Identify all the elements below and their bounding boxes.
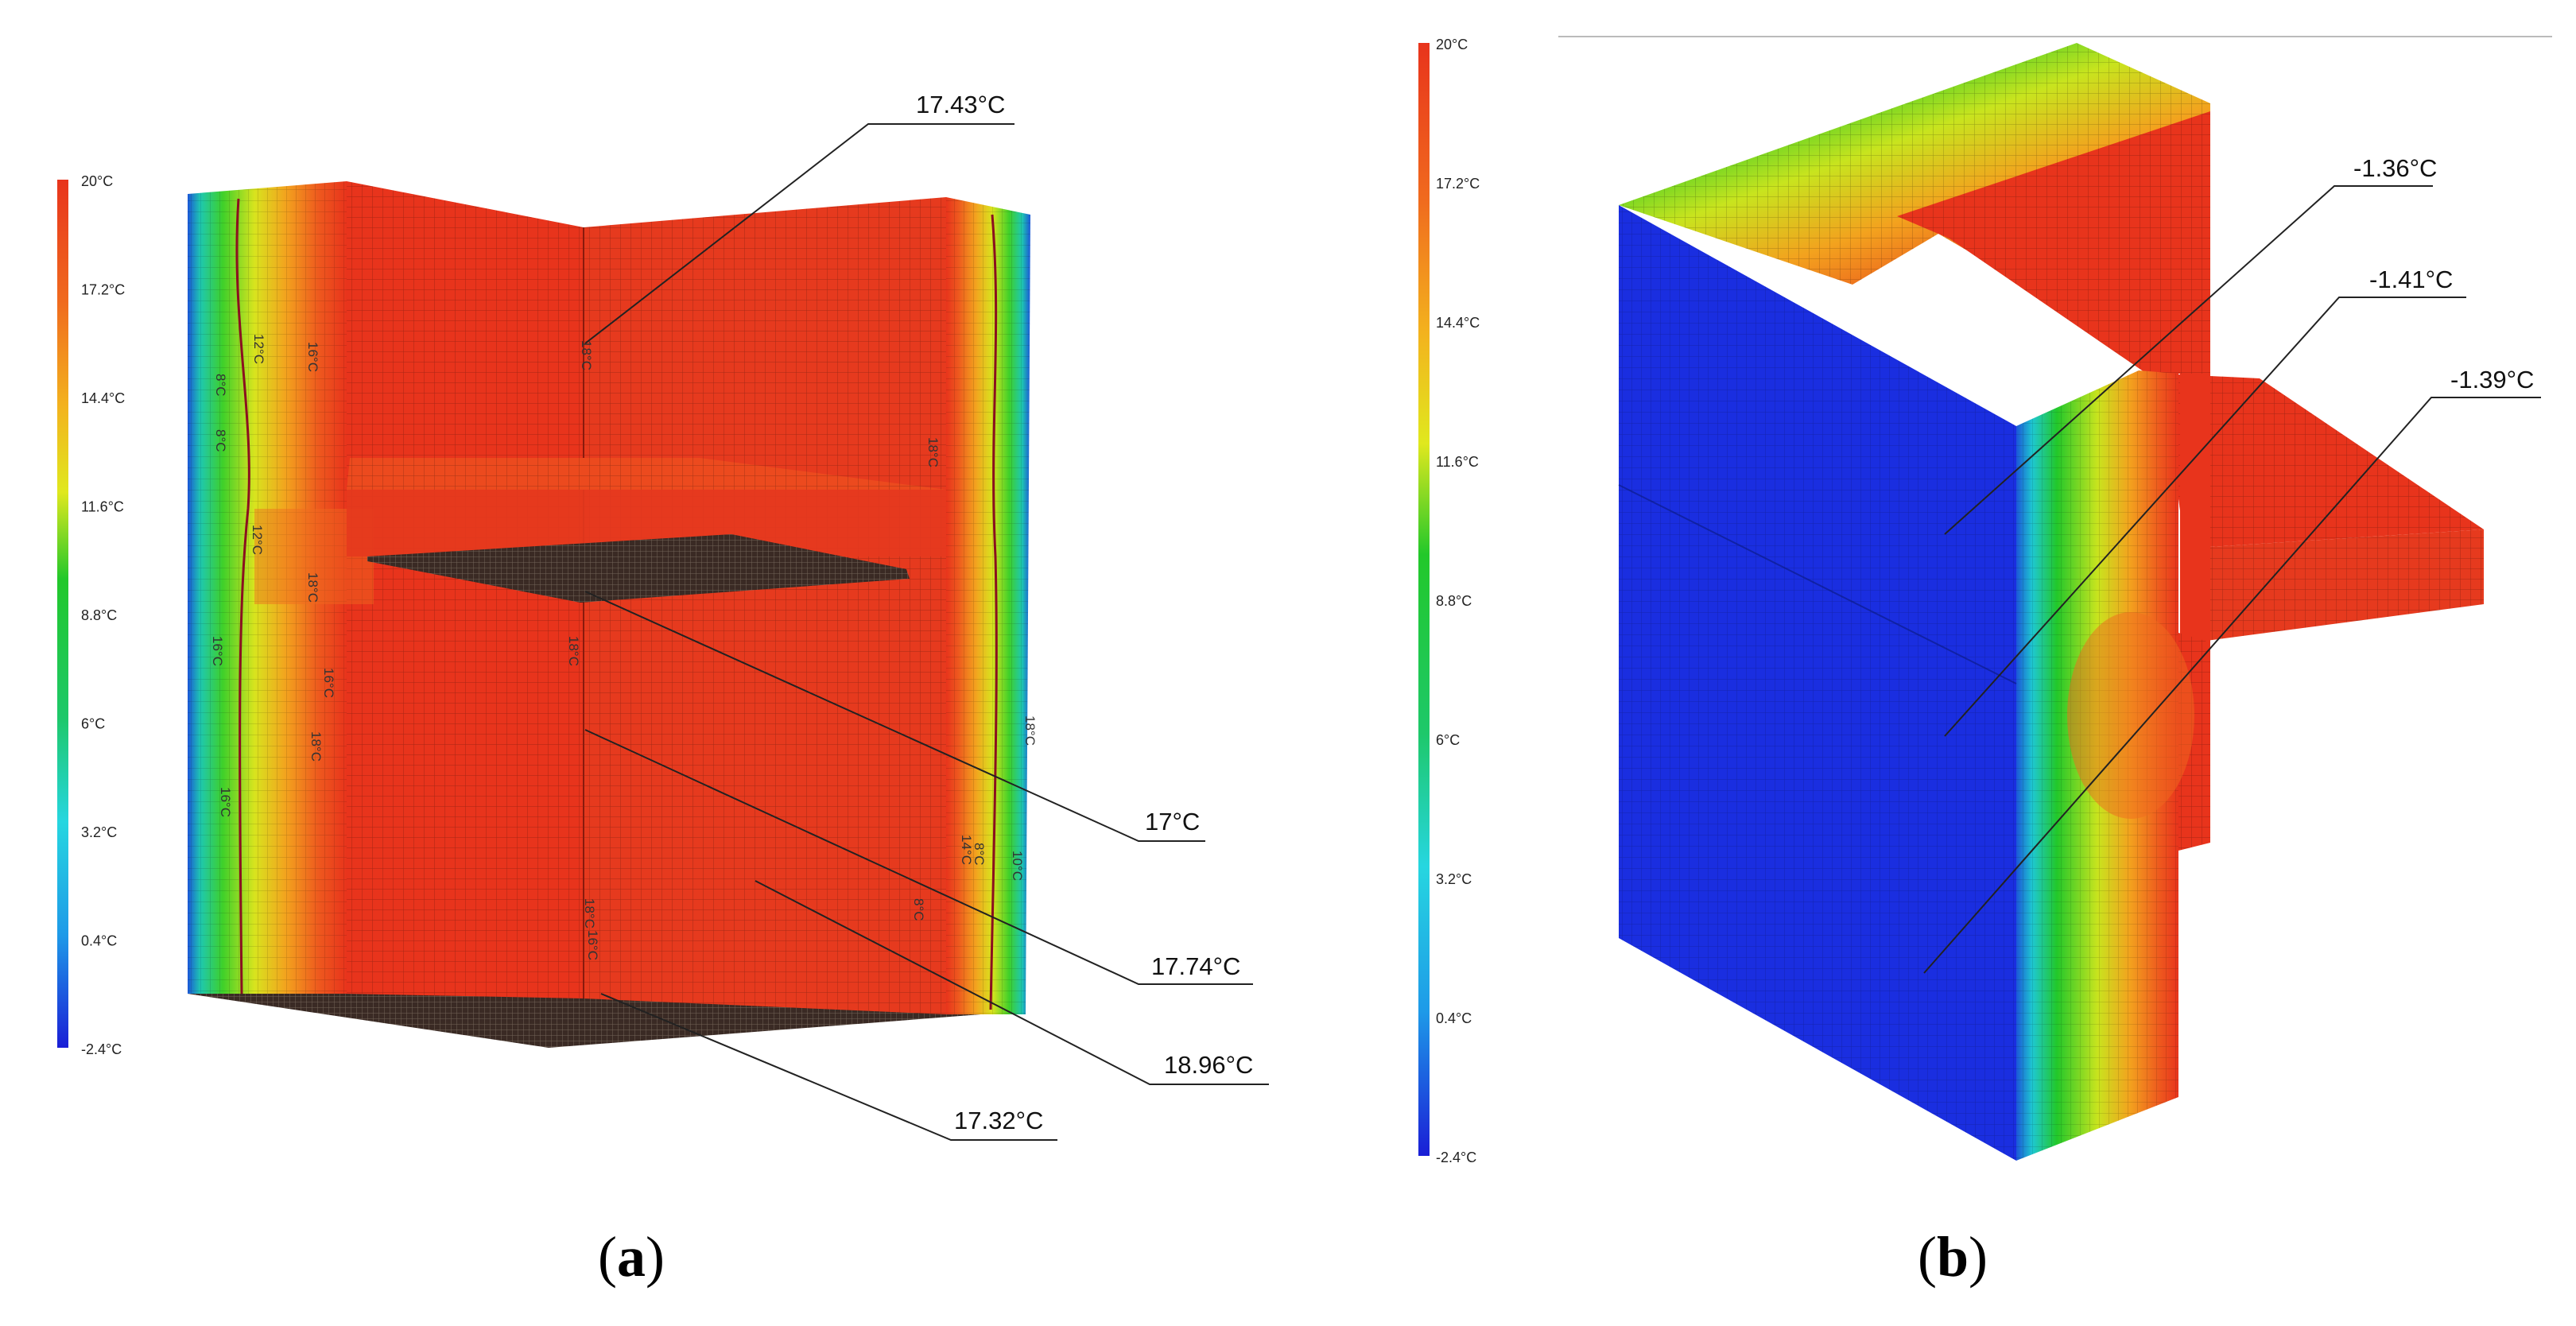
panel-b-legend: 20°C 17.2°C 14.4°C 11.6°C 8.8°C 6°C 3.2°C 0.4°C… — [1418, 37, 1480, 1165]
panel-a-caption: (a) — [598, 1225, 665, 1289]
legend-tick-label: 20°C — [1436, 37, 1468, 52]
legend-tick-label: -2.4°C — [81, 1041, 122, 1057]
panel-b-leaders — [1923, 185, 2541, 974]
isotherm-label: 8°C — [213, 429, 228, 452]
legend-tick-label: 6°C — [1436, 732, 1460, 748]
isotherm-label: 18°C — [308, 731, 324, 762]
isotherm-label: 18°C — [566, 636, 581, 666]
isotherm-label: 8°C — [972, 843, 987, 866]
temperature-callout: -1.41°C — [2369, 266, 2453, 293]
temperature-callout: 17.74°C — [1151, 952, 1240, 980]
legend-tick-label: -2.4°C — [1436, 1150, 1476, 1165]
temperature-callout: -1.36°C — [2353, 154, 2437, 182]
temperature-callout: 17°C — [1145, 808, 1200, 836]
isotherm-label: 16°C — [218, 787, 233, 817]
isotherm-line-left — [235, 198, 250, 995]
isotherm-label: 16°C — [585, 930, 600, 960]
isotherm-label: 8°C — [911, 898, 926, 921]
legend-tick-label: 6°C — [81, 716, 105, 732]
isotherm-label: 16°C — [321, 668, 336, 698]
legend-colorbar — [1418, 43, 1430, 1156]
isotherm-label: 8°C — [213, 374, 228, 397]
isotherm-label: 10°C — [1010, 851, 1025, 881]
panel-a-leaders — [584, 123, 1269, 1141]
legend-tick-label: 3.2°C — [81, 824, 117, 840]
legend-tick-label: 11.6°C — [81, 499, 124, 515]
temperature-callout: 17.32°C — [954, 1107, 1043, 1134]
legend-tick-label: 20°C — [81, 173, 113, 189]
panel-a-legend: 20°C 17.2°C 14.4°C 11.6°C 8.8°C 6°C 3.2°C 0.4°C… — [57, 173, 125, 1057]
isotherm-label: 18°C — [1022, 715, 1038, 746]
panel-b-caption: (b) — [1918, 1225, 1988, 1289]
isotherm-label: 18°C — [925, 437, 941, 467]
panel-a: 20°C 17.2°C 14.4°C 11.6°C 8.8°C 6°C 3.2°C 0.4°C… — [57, 91, 1269, 1141]
legend-colorbar — [57, 180, 68, 1048]
isotherm-label: 18°C — [305, 572, 320, 603]
legend-tick-label: 0.4°C — [81, 933, 117, 949]
temperature-callout: 18.96°C — [1164, 1051, 1253, 1079]
slab-front — [347, 490, 946, 556]
legend-tick-label: 0.4°C — [1436, 1010, 1472, 1026]
junction-warm-zone — [2067, 612, 2194, 819]
isotherm-label: 18°C — [582, 898, 597, 929]
isotherm-label: 16°C — [305, 342, 320, 372]
legend-tick-label: 17.2°C — [1436, 176, 1480, 192]
isotherm-label: 16°C — [210, 636, 225, 666]
legend-tick-label: 11.6°C — [1436, 454, 1479, 470]
isotherm-label: 14°C — [959, 835, 974, 865]
isotherm-label: 12°C — [250, 525, 265, 555]
isotherm-label: 18°C — [579, 340, 594, 370]
legend-tick-label: 14.4°C — [81, 390, 125, 406]
legend-tick-label: 17.2°C — [81, 282, 125, 298]
isotherm-line-right — [989, 214, 998, 1010]
legend-tick-label: 8.8°C — [1436, 593, 1472, 609]
panel-b: 20°C 17.2°C 14.4°C 11.6°C 8.8°C 6°C 3.2°C 0.4°C… — [1418, 36, 2552, 1165]
temperature-callout: 17.43°C — [916, 91, 1005, 118]
legend-tick-label: 3.2°C — [1436, 871, 1472, 887]
legend-tick-label: 14.4°C — [1436, 315, 1480, 331]
legend-tick-label: 8.8°C — [81, 607, 117, 623]
temperature-callout: -1.39°C — [2450, 366, 2534, 394]
isotherm-label: 12°C — [251, 334, 266, 364]
